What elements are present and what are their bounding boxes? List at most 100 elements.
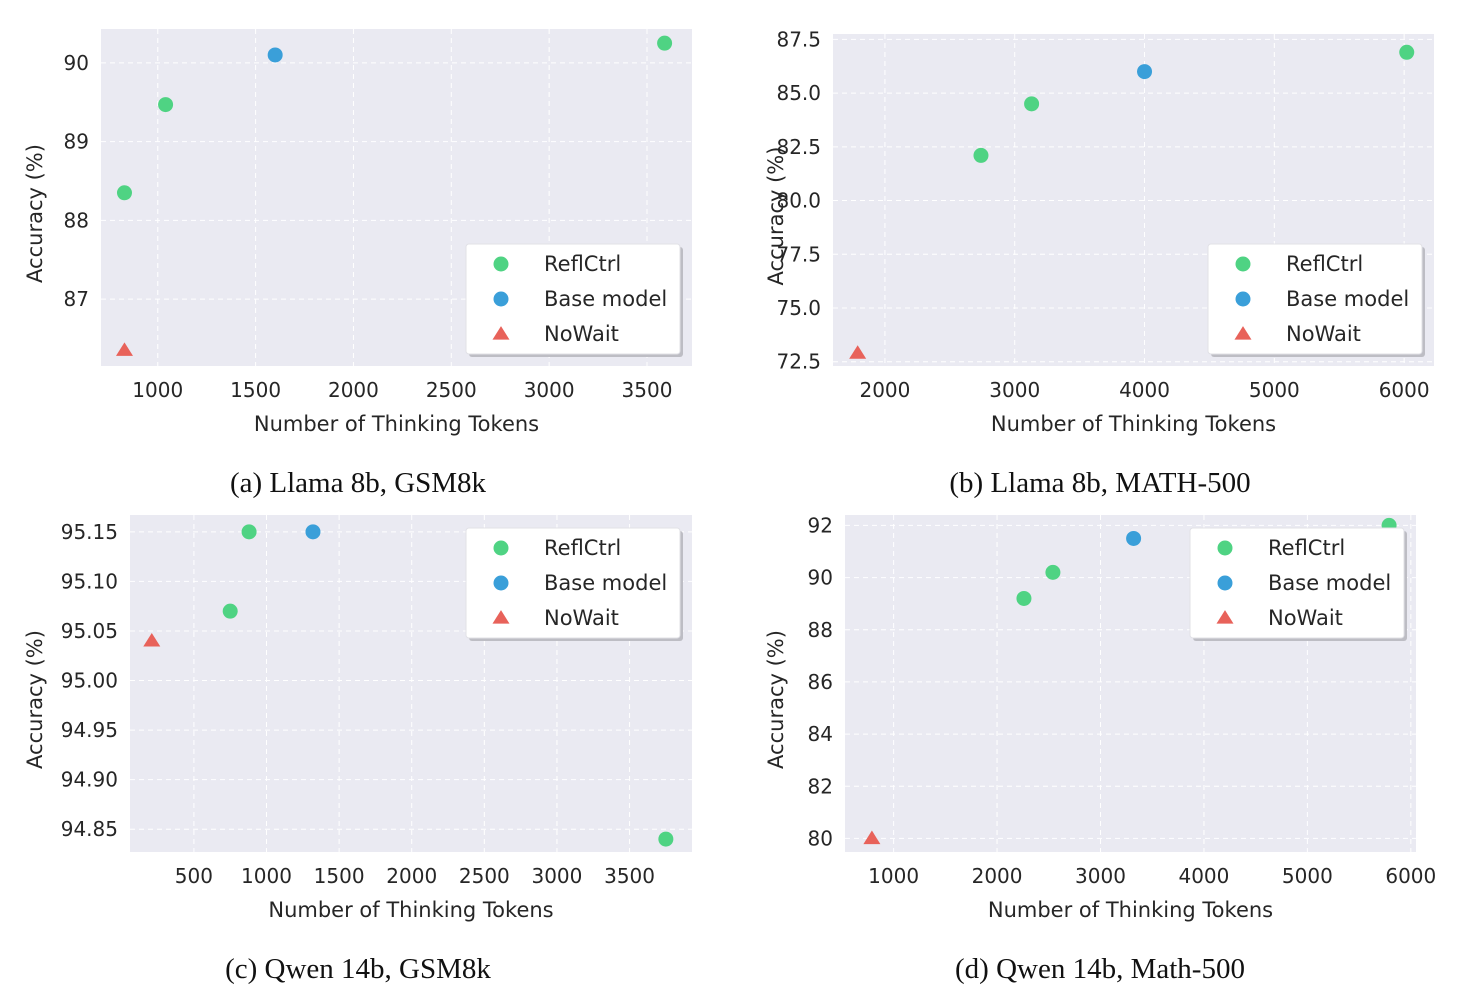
nowait-point xyxy=(115,342,133,356)
reflctrl-point xyxy=(973,147,989,163)
legend-label: ReflCtrl xyxy=(1268,536,1345,560)
x-tick-label: 2000 xyxy=(386,864,437,888)
x-tick-label: 2500 xyxy=(426,378,477,402)
panel-caption: (c) Qwen 14b, GSM8k xyxy=(225,953,491,985)
legend xyxy=(465,243,681,355)
legend xyxy=(1207,243,1423,355)
legend-marker xyxy=(493,256,509,272)
x-tick-label: 3000 xyxy=(531,864,582,888)
y-tick-label: 75.0 xyxy=(776,296,821,320)
y-tick-label: 90 xyxy=(64,51,89,75)
x-tick-label: 5000 xyxy=(1282,864,1333,888)
x-tick-label: 1000 xyxy=(868,864,919,888)
legend-marker xyxy=(493,540,509,556)
x-axis-label: Number of Thinking Tokens xyxy=(991,412,1276,436)
panel-caption: (a) Llama 8b, GSM8k xyxy=(230,467,487,499)
legend-label: ReflCtrl xyxy=(544,536,621,560)
reflctrl-point xyxy=(158,97,174,113)
reflctrl-point xyxy=(1399,44,1415,60)
x-tick-label: 500 xyxy=(175,864,213,888)
x-tick-label: 3000 xyxy=(989,378,1040,402)
y-tick-label: 84 xyxy=(808,722,833,746)
x-tick-label: 2500 xyxy=(459,864,510,888)
y-tick-label: 88 xyxy=(64,208,89,232)
legend-marker xyxy=(1235,256,1251,272)
legend-label: Base model xyxy=(1268,571,1391,595)
legend-label: NoWait xyxy=(1286,322,1361,346)
y-tick-label: 77.5 xyxy=(776,242,821,266)
x-tick-label: 2000 xyxy=(972,864,1023,888)
y-tick-label: 94.90 xyxy=(61,768,118,792)
y-axis-label: Accuracy (%) xyxy=(23,144,47,283)
legend-marker xyxy=(1217,575,1233,591)
base-model-point xyxy=(1137,64,1153,80)
y-axis-label: Accuracy (%) xyxy=(23,630,47,769)
y-tick-label: 86 xyxy=(808,670,833,694)
y-tick-label: 80.0 xyxy=(776,189,821,213)
y-tick-label: 80 xyxy=(808,826,833,850)
legend-label: Base model xyxy=(1286,287,1409,311)
y-tick-label: 82.5 xyxy=(776,135,821,159)
y-tick-label: 89 xyxy=(64,130,89,154)
legend-label: Base model xyxy=(544,287,667,311)
reflctrl-point xyxy=(1045,564,1061,580)
x-axis-label: Number of Thinking Tokens xyxy=(268,898,553,922)
legend xyxy=(1189,527,1405,639)
y-tick-label: 94.85 xyxy=(61,817,118,841)
x-tick-label: 1000 xyxy=(132,378,183,402)
legend-marker xyxy=(1234,326,1252,340)
nowait-point xyxy=(863,830,881,845)
reflctrl-point xyxy=(1024,96,1040,112)
x-tick-label: 5000 xyxy=(1249,378,1300,402)
x-tick-label: 6000 xyxy=(1379,378,1430,402)
y-axis-label: Accuracy (%) xyxy=(764,147,788,286)
panel-llama-gsm8k: 1000 1500 2000 2500 3000 3500 87 88 89 90 Number o… xyxy=(23,29,692,499)
base-model-point xyxy=(267,47,283,63)
x-tick-label: 2000 xyxy=(859,378,910,402)
panel-qwen-math500: 1000 2000 3000 4000 5000 6000 80 82 84 86 88 90 92 Nu… xyxy=(764,513,1436,985)
x-tick-label: 3000 xyxy=(524,378,575,402)
y-tick-label: 92 xyxy=(808,513,833,537)
y-tick-label: 94.95 xyxy=(61,718,118,742)
nowait-point xyxy=(849,345,867,359)
legend-label: Base model xyxy=(544,571,667,595)
y-tick-label: 87.5 xyxy=(776,27,821,51)
legend-label: ReflCtrl xyxy=(544,252,621,276)
x-tick-label: 4000 xyxy=(1119,378,1170,402)
legend-label: NoWait xyxy=(1268,606,1343,630)
base-model-point xyxy=(1126,530,1142,546)
legend-marker xyxy=(493,291,509,307)
y-tick-label: 72.5 xyxy=(776,350,821,374)
y-tick-label: 88 xyxy=(808,618,833,642)
reflctrl-point xyxy=(1016,590,1032,606)
y-tick-label: 95.00 xyxy=(61,669,118,693)
y-tick-label: 90 xyxy=(808,566,833,590)
legend-label: NoWait xyxy=(544,322,619,346)
legend-label: NoWait xyxy=(544,606,619,630)
x-tick-label: 1500 xyxy=(230,378,281,402)
legend-marker xyxy=(1216,610,1234,624)
panel-caption: (d) Qwen 14b, Math-500 xyxy=(955,953,1245,985)
x-tick-label: 3500 xyxy=(622,378,673,402)
reflctrl-point xyxy=(222,603,238,619)
y-tick-label: 95.05 xyxy=(61,619,118,643)
legend-marker xyxy=(492,326,510,340)
panel-qwen-gsm8k: 500 1000 1500 2000 2500 3000 3500 94.85 94.90 94.… xyxy=(23,515,692,985)
x-tick-label: 4000 xyxy=(1178,864,1229,888)
y-tick-label: 87 xyxy=(64,287,89,311)
x-axis-label: Number of Thinking Tokens xyxy=(988,898,1273,922)
base-model-point xyxy=(305,524,321,540)
x-tick-label: 3000 xyxy=(1075,864,1126,888)
legend-marker xyxy=(492,610,510,624)
x-tick-label: 6000 xyxy=(1385,864,1436,888)
legend xyxy=(465,527,681,639)
reflctrl-point xyxy=(657,35,673,51)
x-tick-label: 1500 xyxy=(314,864,365,888)
reflctrl-point xyxy=(116,185,132,201)
legend-marker xyxy=(1217,540,1233,556)
x-tick-label: 2000 xyxy=(328,378,379,402)
y-tick-label: 95.15 xyxy=(61,520,118,544)
reflctrl-point xyxy=(658,831,674,847)
y-tick-label: 95.10 xyxy=(61,569,118,593)
nowait-point xyxy=(143,633,161,647)
